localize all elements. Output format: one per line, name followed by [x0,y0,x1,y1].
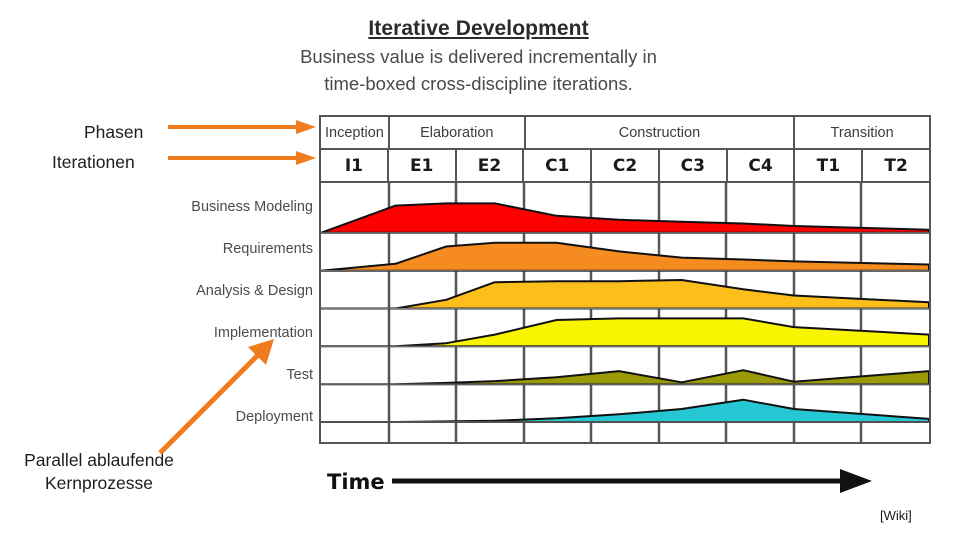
iteration-cell-c4[interactable]: C4 [728,150,796,181]
workflow-hump-deployment [321,398,929,423]
iteration-cell-label: C2 [612,155,638,176]
iteration-header-row: I1 E1 E2 C1 C2 C3 C4 T1 T2 [321,150,929,183]
phase-cell-label: Elaboration [420,124,494,141]
callout-phasen-label: Phasen [84,122,144,142]
page-title: Iterative Development [368,17,589,40]
discipline-label-analysis-design: Analysis & Design [196,282,313,299]
workflow-hump-test [321,369,929,386]
iteration-cell-label: C3 [680,155,705,176]
discipline-label-deployment: Deployment [235,408,313,425]
iteration-cell-t1[interactable]: T1 [795,150,864,181]
discipline-label-requirements: Requirements [222,240,313,257]
callout-iterationen-label: Iterationen [52,152,135,172]
phase-cell-transition[interactable]: Transition [795,117,929,148]
iteration-cell-label: C1 [545,155,570,176]
phase-cell-inception[interactable]: Inception [321,117,390,148]
workflow-hump-business-modeling [321,202,929,234]
discipline-label-business-modeling: Business Modeling [191,198,313,215]
discipline-label-implementation: Implementation [213,324,313,341]
title-block: Iterative Development Business value is … [0,16,957,96]
callout-kernprozesse-line-1: Parallel ablaufende [24,450,174,470]
phase-cell-elaboration[interactable]: Elaboration [390,117,526,148]
callout-phasen-arrow-icon [168,120,316,134]
workflow-hump-implementation [321,317,929,348]
time-axis-label: Time [327,470,385,494]
phase-cell-label: Transition [830,124,894,141]
iteration-cell-label: E1 [409,155,434,176]
phase-cell-construction[interactable]: Construction [526,117,796,148]
discipline-label-column: Business Modeling Requirements Analysis … [150,186,313,438]
phase-cell-label: Inception [325,124,384,141]
iteration-cell-e2[interactable]: E2 [457,150,525,181]
callout-kernprozesse-line-2: Kernprozesse [45,473,153,494]
iteration-cell-c1[interactable]: C1 [524,150,593,181]
callout-kernprozesse-label: Parallel ablaufende Kernprozesse [4,449,194,495]
time-axis-arrow-icon [392,469,872,493]
iteration-cell-i1[interactable]: I1 [321,150,389,181]
subtitle-line-2: time-boxed cross-discipline iterations. [324,72,633,94]
iteration-cell-c2[interactable]: C2 [592,150,660,181]
iteration-cell-label: E2 [477,155,502,176]
iterative-development-chart: Inception Elaboration Construction Transiti… [319,115,931,444]
workflow-humps-svg [321,183,929,442]
discipline-label-test: Test [286,366,313,383]
iteration-cell-label: T1 [816,155,841,176]
source-credit: [Wiki] [880,508,912,523]
iteration-cell-label: I1 [344,155,363,176]
workflow-hump-analysis-design [321,279,929,310]
phase-header-row: Inception Elaboration Construction Transiti… [321,117,929,150]
iteration-cell-label: T2 [884,155,908,176]
iteration-cell-label: C4 [748,155,773,176]
iteration-cell-c3[interactable]: C3 [660,150,728,181]
subtitle-line-1: Business value is delivered incrementall… [300,46,657,68]
workflow-hump-requirements [321,241,929,272]
callout-iterationen-arrow-icon [168,151,316,165]
phase-cell-label: Construction [618,124,701,141]
callout-kernprozesse-arrow-icon [158,339,274,455]
iteration-cell-t2[interactable]: T2 [863,150,929,181]
iteration-cell-e1[interactable]: E1 [389,150,457,181]
plot-area [321,183,929,442]
